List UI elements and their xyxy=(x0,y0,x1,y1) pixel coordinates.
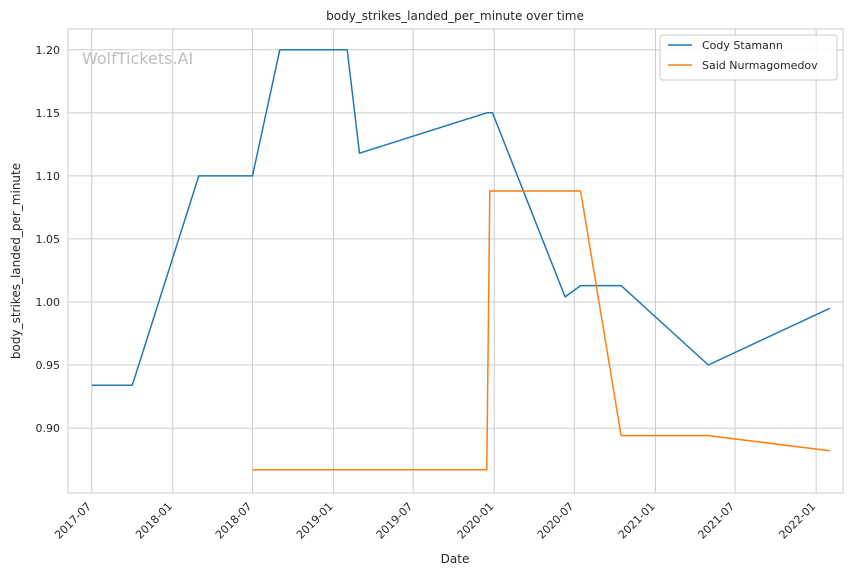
y-tick-label: 1.10 xyxy=(36,170,61,183)
data-point xyxy=(580,190,582,192)
data-point xyxy=(91,384,93,386)
x-tick-label: 2020-07 xyxy=(535,500,577,542)
data-point xyxy=(486,469,488,471)
x-tick-label: 2021-07 xyxy=(696,500,738,542)
y-axis-label: body_strikes_landed_per_minute xyxy=(9,163,23,359)
data-point xyxy=(580,285,582,287)
plot-area xyxy=(68,29,843,493)
x-tick-label: 2017-07 xyxy=(52,500,94,542)
data-point xyxy=(252,469,254,471)
data-point xyxy=(829,450,831,452)
data-point xyxy=(829,307,831,309)
data-point xyxy=(620,285,622,287)
x-tick-label: 2020-01 xyxy=(455,500,497,542)
x-tick-label: 2018-07 xyxy=(213,500,255,542)
y-tick-label: 0.95 xyxy=(36,359,61,372)
data-point xyxy=(198,175,200,177)
y-tick-label: 1.20 xyxy=(36,44,61,57)
x-tick-label: 2021-01 xyxy=(616,500,658,542)
grid-lines xyxy=(68,29,843,493)
data-point xyxy=(707,364,709,366)
data-point xyxy=(131,384,133,386)
plot-frame xyxy=(67,28,844,494)
y-tick-label: 1.15 xyxy=(36,107,61,120)
series-2 xyxy=(252,190,831,471)
y-tick-label: 0.90 xyxy=(36,422,61,435)
x-tick-labels: 2017-07 2018-01 2018-07 2019-01 2019-07 2020-… xyxy=(52,500,818,542)
legend-label-series-1: Cody Stamann xyxy=(702,39,783,52)
data-point xyxy=(707,435,709,437)
data-point xyxy=(492,112,494,114)
series-line xyxy=(252,190,830,471)
y-tick-labels: 0.90 0.95 1.00 1.05 1.10 1.15 1.20 xyxy=(36,44,61,435)
series-line xyxy=(91,49,831,386)
watermark: WolfTickets.AI xyxy=(82,49,193,68)
series-lines xyxy=(91,49,831,471)
series-1 xyxy=(91,49,831,386)
data-point xyxy=(359,152,361,154)
data-point xyxy=(489,190,491,192)
x-tick-label: 2022-01 xyxy=(777,500,819,542)
y-tick-label: 1.05 xyxy=(36,233,61,246)
plot-border xyxy=(67,28,844,494)
y-tick-label: 1.00 xyxy=(36,296,61,309)
data-point xyxy=(252,175,254,177)
x-tick-label: 2019-07 xyxy=(374,500,416,542)
data-point xyxy=(346,49,348,51)
legend-label-series-2: Said Nurmagomedov xyxy=(702,59,818,72)
x-axis-label: Date xyxy=(441,552,470,566)
legend-box xyxy=(659,34,838,81)
x-tick-label: 2019-01 xyxy=(294,500,336,542)
x-tick-label: 2018-01 xyxy=(133,500,175,542)
chart-title: body_strikes_landed_per_minute over time xyxy=(326,9,584,23)
data-point xyxy=(564,296,566,298)
data-point xyxy=(486,112,488,114)
data-point xyxy=(620,435,622,437)
data-point xyxy=(279,49,281,51)
legend: Cody Stamann Said Nurmagomedov xyxy=(659,34,838,81)
